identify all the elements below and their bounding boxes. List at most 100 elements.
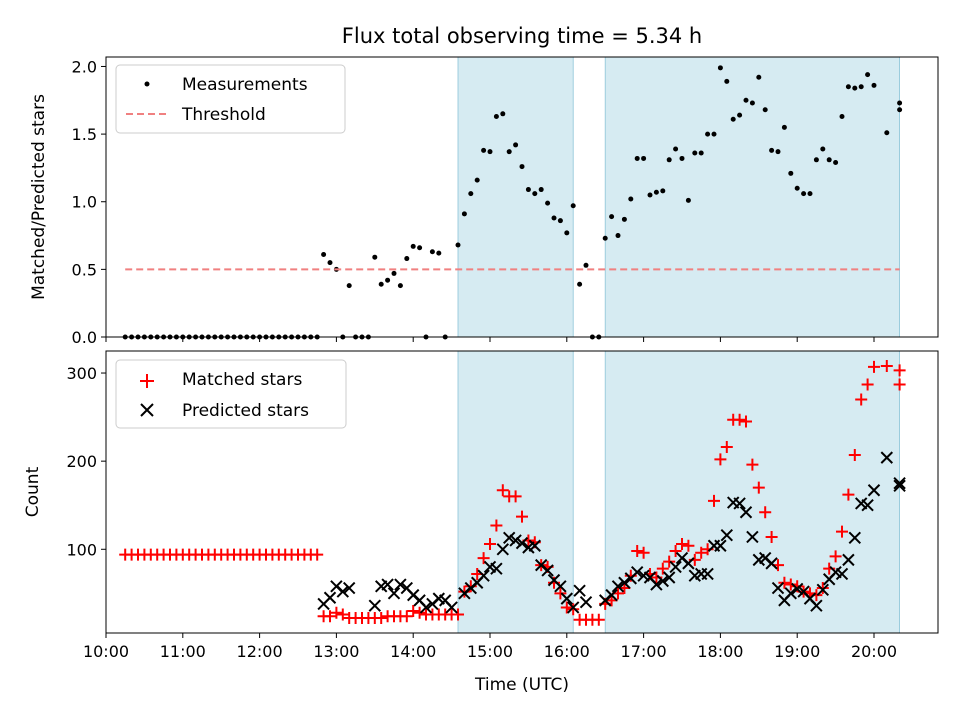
predicted-point — [656, 574, 670, 588]
predicted-point — [630, 565, 644, 579]
x-tick-label: 11:00 — [160, 642, 206, 661]
measurement-point — [397, 283, 403, 289]
top-legend: Measurements Threshold — [115, 64, 346, 134]
predicted-point — [867, 484, 881, 497]
matched-point — [592, 613, 605, 626]
x-tick-label: 17:00 — [621, 642, 667, 661]
bottom-plot-area — [119, 359, 906, 626]
measurement-point — [839, 114, 845, 120]
matched-point — [311, 548, 324, 561]
matched-point — [400, 610, 413, 623]
predicted-point — [618, 576, 631, 589]
legend-predicted-label: Predicted stars — [182, 401, 309, 421]
measurement-point — [743, 97, 749, 103]
matched-point — [452, 608, 464, 621]
bottom-legend: Matched stars Predicted stars — [115, 359, 347, 429]
measurement-point — [538, 187, 544, 193]
measurement-point — [781, 124, 787, 130]
measurement-point — [321, 251, 327, 257]
legend-predicted-marker — [140, 403, 154, 417]
matched-point — [759, 506, 772, 519]
matched-point — [720, 441, 733, 454]
predicted-point — [765, 557, 778, 570]
measurement-point — [628, 196, 634, 202]
matched-point — [554, 587, 567, 600]
predicted-point — [419, 601, 433, 614]
matched-point — [893, 364, 906, 377]
matched-point — [740, 415, 752, 428]
measurement-point — [615, 233, 621, 239]
measurement-point — [493, 114, 499, 120]
matched-point — [695, 546, 708, 559]
top-plot-area — [122, 65, 903, 340]
measurement-point — [532, 191, 538, 197]
predicted-point — [336, 585, 350, 598]
measurement-point — [769, 147, 775, 153]
matched-point — [836, 525, 848, 538]
measurement-point — [513, 142, 519, 148]
measurement-point — [474, 177, 480, 183]
measurement-point — [436, 250, 442, 256]
measurement-point — [461, 211, 467, 217]
legend-threshold-label: Threshold — [181, 105, 266, 125]
matched-point — [848, 448, 861, 461]
measurement-point — [429, 249, 435, 255]
measurement-point — [660, 188, 666, 194]
matched-point — [682, 539, 695, 552]
y-tick-label: 100 — [66, 540, 97, 559]
bottom-axis-ticks: 10:00 11:00 12:00 13:00 14:00 15:00 16:00 17:00… — [66, 364, 897, 661]
bottom-y-axis-label: Count — [23, 466, 43, 517]
measurement-point — [724, 78, 730, 84]
measurement-point — [609, 214, 615, 220]
matched-point — [407, 604, 420, 617]
predicted-point — [560, 592, 574, 605]
predicted-point — [880, 451, 894, 464]
x-tick-label: 16:00 — [544, 642, 590, 661]
matched-point — [509, 490, 522, 503]
x-tick-label: 10:00 — [83, 642, 129, 661]
measurement-point — [756, 74, 762, 80]
x-tick-label: 20:00 — [851, 642, 897, 661]
measurement-point — [506, 149, 512, 155]
measurement-point — [897, 100, 903, 106]
top-shaded-spans — [457, 56, 901, 338]
matched-point — [880, 359, 893, 372]
predicted-point — [502, 531, 516, 545]
legend-matched-marker — [140, 374, 154, 388]
measurement-point — [519, 164, 525, 170]
predicted-point — [784, 587, 798, 600]
predicted-point — [509, 534, 522, 547]
measurement-point — [545, 200, 551, 206]
measurement-point — [897, 107, 903, 113]
measurement-point — [641, 155, 647, 161]
matched-point — [375, 612, 388, 625]
measurement-point — [570, 203, 576, 209]
top-y-axis-label: Matched/Predicted stars — [29, 94, 49, 300]
predicted-point — [368, 599, 382, 612]
matched-point — [893, 378, 906, 391]
measurement-point — [826, 157, 832, 163]
matched-point — [746, 458, 759, 471]
matched-point — [656, 562, 669, 575]
measurement-point — [327, 260, 333, 266]
matched-point — [733, 413, 746, 426]
top-legend-box — [115, 64, 346, 134]
predicted-point — [490, 562, 503, 575]
matched-point — [330, 606, 343, 619]
y-tick-label: 0.5 — [72, 260, 97, 279]
top-panel: 0.00.51.01.52.0 Matched/Predicted stars … — [29, 56, 939, 347]
predicted-point — [387, 587, 401, 600]
predicted-point — [810, 599, 823, 612]
measurement-point — [775, 149, 781, 155]
matched-point — [676, 537, 688, 550]
bottom-axes-frame — [105, 350, 939, 634]
measurement-point — [404, 256, 410, 262]
predicted-point — [893, 476, 906, 490]
measurement-point — [698, 150, 704, 156]
matched-point — [567, 603, 580, 616]
measurement-point — [346, 283, 352, 289]
x-tick-label: 19:00 — [774, 642, 820, 661]
bottom-panel: 10:00 11:00 12:00 13:00 14:00 15:00 16:00 17:00… — [23, 350, 939, 695]
y-tick-label: 0.0 — [72, 328, 97, 347]
